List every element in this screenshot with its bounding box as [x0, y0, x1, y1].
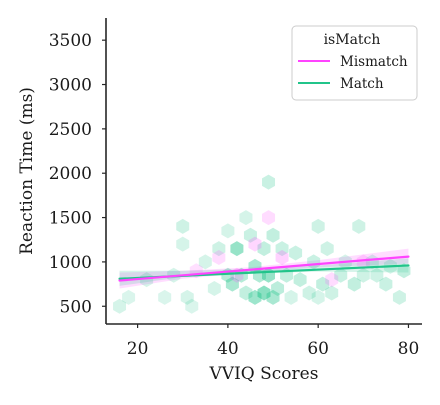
y-tick-label: 2000: [49, 164, 92, 184]
hexbin-match: [289, 245, 303, 261]
hexbin-match: [243, 227, 257, 243]
hexbin-match: [352, 218, 366, 234]
hexbin-match: [207, 281, 221, 297]
hexbin-match: [392, 289, 406, 305]
hexbin-match: [198, 254, 212, 270]
y-axis-title: Reaction Time (ms): [17, 87, 37, 255]
hexbin-match: [230, 241, 244, 257]
x-tick-label: 40: [217, 339, 239, 359]
legend: isMatch Mismatch Match: [291, 25, 418, 101]
x-tick-label: 60: [307, 339, 329, 359]
x-tick-label: 80: [398, 339, 420, 359]
hexbin-mismatch: [356, 254, 370, 270]
hexbin-match: [379, 276, 393, 292]
hexbin-match: [370, 267, 384, 283]
hexbin-match: [262, 174, 276, 190]
hexbin-match: [347, 276, 361, 292]
hexbin-mismatch: [325, 272, 339, 288]
hexbin-match: [212, 241, 226, 257]
hexbin-mismatch: [248, 236, 262, 252]
hexbin-match: [334, 267, 348, 283]
hexbin-match: [221, 223, 235, 239]
hexbin-match: [284, 289, 298, 305]
x-tick-label: 20: [127, 339, 149, 359]
hexbin-match: [239, 285, 253, 301]
x-axis-title: VVIQ Scores: [209, 364, 319, 384]
y-tick-label: 1500: [49, 209, 92, 229]
tick-labels: 20 40 60 80 500 1000 1500 2000 2500 3000 3500: [49, 31, 420, 359]
hexbin-match: [266, 227, 280, 243]
hexbin-mismatch: [262, 210, 276, 226]
legend-frame: [291, 25, 418, 101]
hexbin-match: [311, 289, 325, 305]
hexbin-match: [176, 218, 190, 234]
legend-title: isMatch: [324, 32, 381, 48]
hexbin-match: [176, 236, 190, 252]
hexbin-layer: [113, 174, 411, 314]
hexbin-match: [365, 254, 379, 270]
hexbin-match: [311, 218, 325, 234]
y-tick-label: 2500: [49, 120, 92, 140]
hexbin-match: [302, 285, 316, 301]
hexbin-match: [122, 289, 136, 305]
y-tick-label: 1000: [49, 253, 92, 273]
regression-line-mismatch: [118, 255, 410, 282]
hexbin-match: [140, 272, 154, 288]
hexbin-match: [293, 272, 307, 288]
hexbin-mismatch: [212, 249, 226, 265]
y-tick-label: 3500: [49, 31, 92, 51]
hexbin-match: [158, 289, 172, 305]
hexbin-match: [225, 276, 239, 292]
axes: [105, 18, 422, 325]
hexbin-match: [316, 276, 330, 292]
hexbin-match: [113, 298, 127, 314]
hexbin-match: [180, 289, 194, 305]
legend-label-mismatch: Mismatch: [340, 54, 408, 70]
hexbin-match: [397, 263, 411, 279]
legend-label-match: Match: [340, 76, 384, 92]
hexbin-match: [320, 241, 334, 257]
hexbin-match: [275, 241, 289, 257]
hexbin-match: [257, 241, 271, 257]
y-tick-label: 3000: [49, 76, 92, 96]
y-tick-label: 500: [60, 297, 92, 317]
hexbin-match: [271, 281, 285, 297]
hexbin-match: [257, 285, 271, 301]
hexbin-match: [325, 285, 339, 301]
hexbin-match: [185, 298, 199, 314]
hexbin-match: [239, 210, 253, 226]
hexbin-match: [266, 289, 280, 305]
hexbin-mismatch: [275, 249, 289, 265]
hexbin-match: [356, 267, 370, 283]
regression-lines: [118, 255, 410, 282]
